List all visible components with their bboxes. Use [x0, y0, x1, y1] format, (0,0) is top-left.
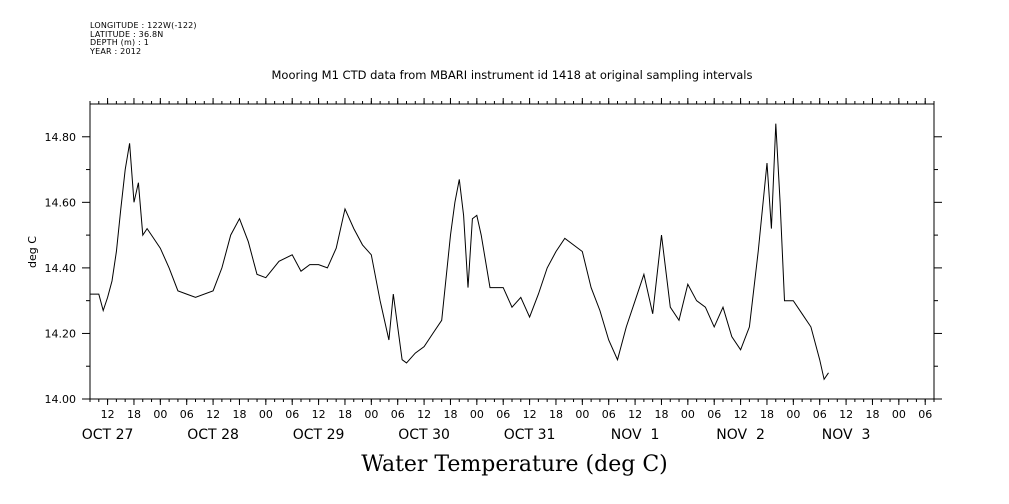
y-tick-label: 14.20	[45, 327, 77, 340]
x-tick-label: 00	[892, 408, 906, 421]
day-label: OCT 29	[293, 427, 345, 443]
x-tick-label: 18	[549, 408, 563, 421]
x-tick-label: 18	[443, 408, 457, 421]
x-tick-label: 06	[180, 408, 194, 421]
day-label: NOV 2	[716, 427, 765, 443]
day-label: OCT 28	[187, 427, 239, 443]
y-tick-label: 14.80	[45, 131, 77, 144]
temperature-line	[90, 123, 829, 381]
x-tick-label: 12	[312, 408, 326, 421]
x-tick-label: 06	[918, 408, 932, 421]
x-tick-label: 00	[364, 408, 378, 421]
longitude-label: LONGITUDE : 122W(-122)	[90, 21, 197, 30]
x-tick-label: 06	[813, 408, 827, 421]
x-tick-label: 18	[654, 408, 668, 421]
day-labels: OCT 27 OCT 28 OCT 29 OCT 30 OCT 31 NOV 1 NOV 2…	[82, 427, 871, 443]
y-tick-label: 14.40	[45, 262, 77, 275]
x-tick-label: 06	[602, 408, 616, 421]
x-tick-label: 18	[127, 408, 141, 421]
day-label: NOV 1	[611, 427, 660, 443]
day-label: OCT 27	[82, 427, 134, 443]
y-axis-label: deg C	[26, 236, 39, 268]
x-tick-label: 06	[496, 408, 510, 421]
x-tick-label: 06	[285, 408, 299, 421]
x-tick-label: 18	[338, 408, 352, 421]
y-tick-label: 14.00	[45, 393, 77, 406]
x-tick-label: 00	[786, 408, 800, 421]
x-tick-label: 06	[707, 408, 721, 421]
chart-title: Mooring M1 CTD data from MBARI instrumen…	[271, 68, 753, 82]
latitude-label: LATITUDE : 36.8N	[90, 29, 164, 39]
x-tick-label: 00	[470, 408, 484, 421]
depth-label: DEPTH (m) : 1	[90, 38, 149, 47]
x-tick-label: 12	[206, 408, 220, 421]
x-tick-label: 18	[232, 408, 246, 421]
metadata-block: LONGITUDE : 122W(-122) LATITUDE : 36.8N …	[90, 21, 197, 56]
x-tick-label: 12	[417, 408, 431, 421]
x-tick-label: 00	[259, 408, 273, 421]
x-tick-label: 18	[760, 408, 774, 421]
y-tick-label: 14.60	[45, 196, 77, 209]
x-tick-label: 00	[153, 408, 167, 421]
axis-ticks	[82, 98, 942, 405]
day-label: OCT 31	[504, 427, 556, 443]
x-tick-label: 00	[575, 408, 589, 421]
x-tick-label: 12	[523, 408, 537, 421]
x-tick-label: 12	[628, 408, 642, 421]
x-axis-label: Water Temperature (deg C)	[361, 452, 668, 477]
year-label: YEAR : 2012	[90, 46, 142, 56]
x-tick-labels: 12 18 00 06 12 18 00 06 12 18 00 06 12 18 00 06 12 18 00 06…	[101, 408, 933, 421]
x-tick-label: 00	[681, 408, 695, 421]
day-label: OCT 30	[398, 427, 450, 443]
x-tick-label: 18	[865, 408, 879, 421]
y-tick-labels: 14.00 14.20 14.40 14.60 14.80	[45, 131, 77, 406]
plot-frame	[89, 103, 935, 400]
x-tick-label: 12	[734, 408, 748, 421]
day-label: NOV 3	[822, 427, 871, 443]
x-tick-label: 12	[101, 408, 115, 421]
x-tick-label: 06	[391, 408, 405, 421]
x-tick-label: 12	[839, 408, 853, 421]
